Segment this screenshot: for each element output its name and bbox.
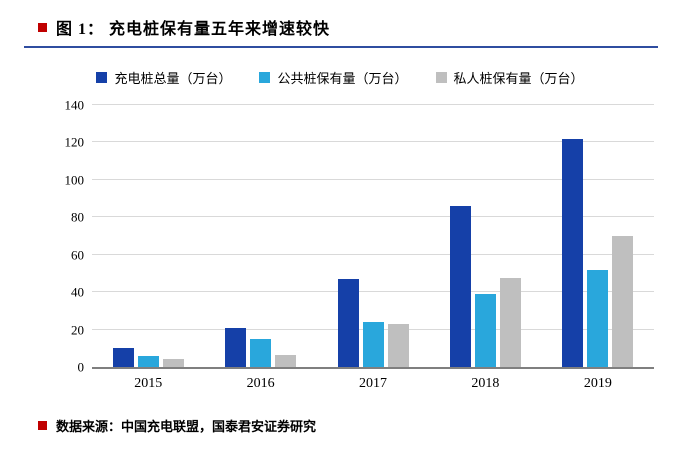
y-tick-label: 120 xyxy=(64,134,85,150)
bar-2019 xyxy=(587,270,609,367)
plot-area: 0 20 40 60 80 100 120 140 xyxy=(65,99,654,374)
bar-group-2017 xyxy=(317,105,429,367)
bar-chart: 0 20 40 60 80 100 120 140 2015 2016 2017 2018 2019 xyxy=(65,99,654,392)
bar-2016 xyxy=(275,354,297,367)
x-tick-label: 2017 xyxy=(359,376,388,391)
bar-2015 xyxy=(112,348,134,367)
y-tick-label: 140 xyxy=(64,97,85,113)
gridline xyxy=(92,253,654,255)
legend-swatch-icon xyxy=(259,72,271,83)
source-text: 数据来源：中国充电联盟，国泰君安证券研究 xyxy=(56,419,317,434)
gridline xyxy=(92,216,654,218)
bar-groups xyxy=(92,105,654,367)
legend-swatch-icon xyxy=(96,72,108,83)
bar-group-2016 xyxy=(204,105,316,367)
bar-2017 xyxy=(362,322,384,367)
legend-item: 充电桩总量（万台） xyxy=(96,68,231,87)
title-bullet-icon xyxy=(38,22,47,32)
x-axis-labels: 2015 2016 2017 2018 2019 xyxy=(92,376,654,392)
legend-item: 公共桩保有量（万台） xyxy=(259,68,408,87)
bar-2016 xyxy=(250,338,272,367)
legend-label: 充电桩总量（万台） xyxy=(114,71,232,86)
chart-legend: 充电桩总量（万台） 公共桩保有量（万台） 私人桩保有量（万台） xyxy=(0,68,680,87)
gridline xyxy=(92,178,654,180)
legend-item: 私人桩保有量（万台） xyxy=(435,68,584,87)
x-tick-label: 2015 xyxy=(134,376,163,391)
bar-2015 xyxy=(137,355,159,367)
title-divider xyxy=(24,46,658,48)
y-tick-label: 0 xyxy=(77,359,85,375)
bar-2019 xyxy=(612,236,634,367)
legend-swatch-icon xyxy=(435,72,447,83)
legend-label: 公共桩保有量（万台） xyxy=(277,71,408,86)
bar-group-2019 xyxy=(542,105,654,367)
bar-2016 xyxy=(225,327,247,367)
y-tick-label: 80 xyxy=(71,209,84,225)
figure-title-row: 图 1： 充电桩保有量五年来增速较快 xyxy=(0,0,680,45)
bar-2019 xyxy=(562,138,584,367)
gridline xyxy=(92,104,654,105)
gridline xyxy=(92,141,654,143)
bar-2018 xyxy=(449,206,471,367)
bar-2017 xyxy=(387,323,409,367)
figure-title: 图 1： 充电桩保有量五年来增速较快 xyxy=(56,21,331,38)
bar-2017 xyxy=(337,279,359,367)
x-tick-label: 2019 xyxy=(583,376,612,391)
y-tick-label: 100 xyxy=(64,172,85,188)
source-row: 数据来源：中国充电联盟，国泰君安证券研究 xyxy=(38,416,656,435)
bar-group-2018 xyxy=(429,105,541,367)
bar-2018 xyxy=(474,294,496,367)
x-tick-label: 2016 xyxy=(246,376,275,391)
bar-group-2015 xyxy=(92,105,204,367)
y-tick-label: 40 xyxy=(71,284,84,300)
x-tick-label: 2018 xyxy=(471,376,500,391)
y-tick-label: 20 xyxy=(71,322,84,338)
gridline xyxy=(92,291,654,293)
y-tick-label: 60 xyxy=(71,247,84,263)
bar-2018 xyxy=(499,278,521,367)
source-bullet-icon xyxy=(38,421,47,430)
legend-label: 私人桩保有量（万台） xyxy=(453,71,584,86)
bar-2015 xyxy=(162,358,184,367)
